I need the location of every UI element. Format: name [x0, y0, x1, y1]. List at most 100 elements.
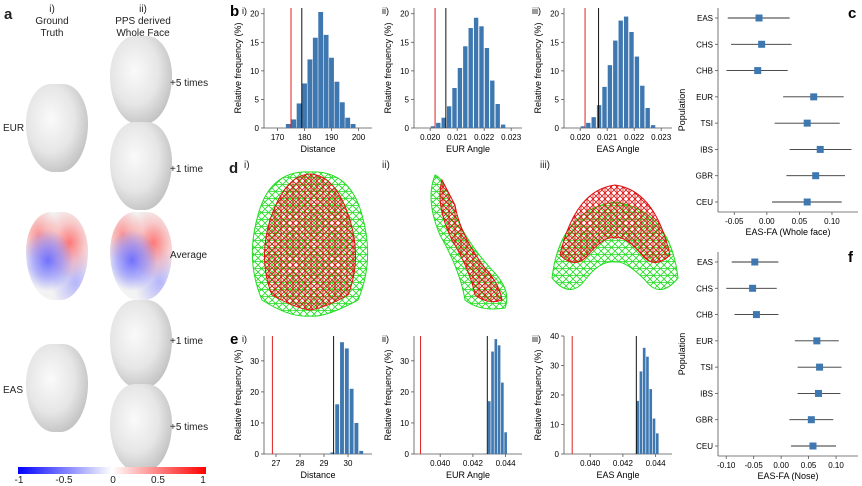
- histogram-bar: [484, 48, 490, 128]
- chart-sub-label: iii): [532, 6, 541, 16]
- histogram-bar: [345, 117, 351, 128]
- population-label: EUR: [696, 337, 713, 346]
- panel-d-label: d: [229, 160, 239, 177]
- x-tick-label: 0.023: [651, 133, 672, 142]
- eas-plus5-face: [110, 384, 172, 472]
- x-tick-label: 0.040: [580, 459, 601, 468]
- population-label: TSI: [701, 119, 713, 128]
- pps-header: ii) PPS derived Whole Face: [98, 4, 188, 40]
- histogram-bar: [452, 88, 457, 128]
- histogram-bar: [291, 119, 297, 128]
- col1-num: i): [49, 4, 55, 15]
- colorbar-tick-1: -0.5: [55, 475, 73, 486]
- y-axis-title: Relative frequency (%): [383, 349, 393, 440]
- x-axis-title: EAS-FA (Whole face): [745, 227, 830, 237]
- chart-sub-label: ii): [382, 334, 389, 344]
- chart-e-i: e i) 27 28 29 30 0 10 20 30 Distance Relative frequ…: [230, 331, 372, 480]
- colorbar-tick-3: 0.5: [151, 475, 165, 486]
- x-axis-title: EAS Angle: [596, 470, 639, 480]
- y-tick-label: 20: [250, 388, 259, 397]
- x-tick-label: 0.05: [792, 217, 808, 226]
- y-axis-title: Relative frequency (%): [233, 349, 243, 440]
- histogram-bar: [645, 108, 650, 128]
- estimate-marker: [755, 14, 763, 22]
- y-tick-label: 30: [250, 357, 259, 366]
- population-label: CEU: [696, 198, 713, 207]
- x-tick-label: 0.00: [773, 461, 789, 470]
- estimate-marker: [816, 363, 824, 371]
- population-label: CHB: [696, 311, 713, 320]
- population-label: IBS: [700, 389, 713, 398]
- mesh-frontal: [251, 171, 369, 317]
- estimate-marker: [810, 93, 818, 101]
- histogram-bar: [436, 122, 441, 128]
- histogram-bar: [430, 126, 436, 128]
- histogram-bar: [613, 40, 618, 129]
- histogram-bar: [491, 351, 494, 454]
- population-label: EAS: [697, 258, 713, 267]
- x-tick-label: 0.021: [447, 133, 468, 142]
- estimate-marker: [813, 337, 821, 345]
- estimate-marker: [752, 311, 760, 319]
- chart-b-iii: iii) 0.020 0.021 0.022 0.023 0 5 10 15 20 EAS Angl…: [532, 6, 672, 154]
- y-tick-label: 10: [550, 421, 559, 430]
- histogram-bar: [504, 432, 507, 454]
- histogram-bar: [487, 401, 491, 454]
- histogram-bar: [339, 102, 345, 128]
- y-tick-label: 40: [550, 332, 559, 341]
- histogram-bar: [329, 57, 334, 128]
- y-tick-label: 20: [550, 10, 559, 19]
- estimate-marker: [809, 442, 817, 450]
- histogram-bar: [497, 345, 501, 454]
- x-tick-label: 29: [320, 459, 329, 468]
- histogram-bar: [340, 342, 344, 454]
- histogram-bar: [629, 32, 634, 128]
- x-tick-label: 0.05: [801, 461, 817, 470]
- x-tick-label: 30: [344, 459, 353, 468]
- estimate-marker: [754, 67, 762, 75]
- y-tick-label: 15: [550, 38, 559, 47]
- x-axis-title: Distance: [300, 470, 335, 480]
- population-label: CHB: [696, 67, 713, 76]
- population-label: CHS: [696, 284, 713, 293]
- chart-sub-label: iii): [532, 334, 541, 344]
- y-tick-label: 15: [400, 38, 409, 47]
- chart-b-ii: ii) 0.020 0.021 0.022 0.023 0 5 10 15 20 EUR Angle…: [382, 6, 522, 154]
- eur-plus5-face: [110, 36, 172, 124]
- side-label-plus5-bottom: +5 times: [170, 422, 209, 433]
- colorbar-tick-4: 1: [200, 475, 206, 486]
- eur-plus1-face: [110, 122, 172, 210]
- y-tick-label: 0: [555, 124, 560, 133]
- ground-truth-header: i) Ground Truth: [22, 4, 82, 40]
- estimate-marker: [803, 198, 811, 206]
- panel-e-label: e: [230, 331, 238, 348]
- population-label: GBR: [696, 172, 714, 181]
- histogram-bar: [494, 339, 498, 454]
- eur-row-label: EUR: [3, 123, 25, 134]
- histogram-bar: [634, 56, 640, 129]
- population-label: EUR: [696, 93, 713, 102]
- x-tick-label: -0.05: [725, 217, 744, 226]
- y-tick-label: 5: [555, 95, 560, 104]
- histogram-bar: [335, 404, 340, 454]
- x-tick-label: 170: [271, 133, 285, 142]
- x-tick-label: 0.044: [646, 459, 667, 468]
- histogram-bar: [586, 122, 591, 128]
- histogram-bar: [349, 388, 354, 454]
- x-tick-label: -0.10: [717, 461, 736, 470]
- y-tick-label: 15: [250, 38, 259, 47]
- histogram-bar: [441, 117, 446, 128]
- x-axis-title: EAS-FA (Nose): [757, 471, 818, 481]
- average-diff-face: [110, 212, 172, 300]
- x-tick-label: 180: [298, 133, 312, 142]
- population-label: CEU: [696, 442, 713, 451]
- histogram-bar: [490, 80, 495, 128]
- histogram-bar: [307, 59, 313, 128]
- y-axis-title: Relative frequency (%): [533, 349, 543, 440]
- chart-b-i: b i) 170 180 190 200 0 5 10 15 20 Distance Relative …: [230, 3, 372, 154]
- histogram-bar: [359, 450, 364, 454]
- histogram-bar: [468, 28, 473, 128]
- estimate-marker: [758, 40, 766, 48]
- histogram-bar: [500, 124, 506, 128]
- y-tick-label: 30: [550, 362, 559, 371]
